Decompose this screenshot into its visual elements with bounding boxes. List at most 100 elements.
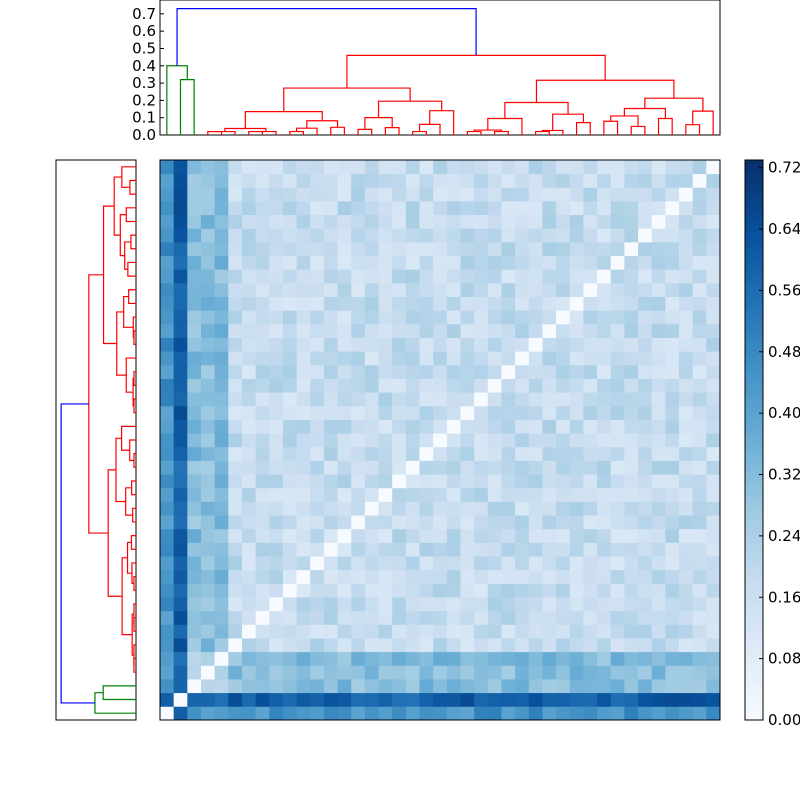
heatmap-cell — [460, 446, 475, 461]
heatmap-cell — [323, 323, 338, 338]
heatmap-cell — [487, 364, 502, 379]
heatmap-cell — [269, 556, 284, 571]
heatmap-cell — [241, 378, 257, 393]
colorbar-segment — [745, 603, 763, 609]
heatmap-cell — [556, 241, 571, 257]
heatmap-cell — [638, 310, 653, 325]
heatmap-cell — [556, 337, 571, 352]
heatmap-cell — [474, 337, 489, 352]
heatmap-cell — [241, 282, 257, 297]
heatmap-cell — [228, 624, 243, 639]
heatmap-cell — [474, 419, 489, 434]
heatmap-cell — [200, 187, 216, 202]
heatmap-cell — [433, 651, 448, 666]
heatmap-cell — [679, 255, 694, 270]
heatmap-cell — [556, 269, 571, 284]
heatmap-cell — [160, 679, 175, 694]
heatmap-cell — [501, 269, 516, 284]
heatmap-cell — [351, 474, 366, 489]
heatmap-cell — [323, 214, 338, 229]
heatmap-cell — [160, 241, 175, 257]
heatmap-cell — [542, 433, 557, 448]
heatmap-cell — [337, 460, 352, 475]
heatmap-cell — [528, 638, 543, 653]
heatmap-cell — [528, 679, 543, 694]
heatmap-cell — [624, 187, 639, 202]
heatmap-cell — [228, 419, 243, 434]
colorbar-segment — [745, 589, 763, 595]
heatmap-cell — [665, 597, 680, 612]
heatmap-cell — [323, 528, 338, 543]
heatmap-cell — [638, 351, 653, 366]
heatmap-cell — [528, 378, 543, 393]
heatmap-cell — [610, 200, 625, 216]
heatmap-cell — [569, 665, 584, 680]
heatmap-cell — [624, 679, 639, 694]
heatmap-cell — [296, 528, 311, 543]
heatmap-cell — [651, 556, 666, 571]
heatmap-cell — [624, 419, 639, 434]
heatmap-cell — [255, 405, 270, 420]
heatmap-cell — [282, 501, 297, 516]
heatmap-cell — [351, 241, 366, 257]
heatmap-cell — [679, 433, 694, 448]
heatmap-cell — [378, 515, 393, 530]
colorbar-segment — [745, 230, 763, 236]
heatmap-cell — [692, 405, 707, 420]
heatmap-cell — [501, 692, 516, 707]
heatmap-cell — [310, 296, 325, 311]
heatmap-cell — [323, 638, 338, 653]
heatmap-cell — [228, 282, 243, 297]
colorbar-segment — [745, 449, 763, 455]
heatmap-cell — [651, 583, 666, 598]
heatmap-cell — [187, 556, 202, 571]
heatmap-cell — [187, 515, 202, 530]
heatmap-cell — [487, 241, 502, 257]
heatmap-cell — [269, 638, 284, 653]
heatmap-cell — [282, 364, 297, 379]
heatmap-cell — [200, 474, 216, 489]
heatmap-cell — [446, 405, 461, 420]
heatmap-cell — [255, 419, 270, 434]
heatmap-cell — [610, 651, 625, 666]
colorbar-segment — [745, 631, 763, 637]
heatmap-cell — [392, 187, 407, 202]
heatmap-cell — [583, 269, 598, 284]
heatmap-cell — [433, 487, 448, 502]
heatmap-cell — [310, 610, 325, 625]
heatmap-cell — [310, 419, 325, 434]
heatmap-cell — [487, 556, 502, 571]
colorbar-segment — [745, 370, 763, 376]
heatmap-cell — [446, 228, 461, 243]
heatmap-cell — [638, 638, 653, 653]
heatmap-cell — [392, 474, 407, 489]
heatmap-cell — [405, 160, 420, 175]
heatmap-cell — [610, 610, 625, 625]
heatmap-cell — [228, 460, 243, 475]
heatmap-cell — [405, 378, 420, 393]
heatmap-cell — [638, 255, 653, 270]
heatmap-cell — [323, 392, 338, 407]
heatmap-cell — [323, 583, 338, 598]
heatmap-cell — [446, 310, 461, 325]
top-dendrogram-tick-label: 0.4 — [132, 57, 156, 75]
heatmap-cell — [433, 446, 448, 461]
heatmap-cell — [651, 446, 666, 461]
heatmap-cell — [392, 528, 407, 543]
colorbar-segment — [745, 626, 763, 632]
heatmap-cell — [692, 200, 707, 216]
colorbar-segment — [745, 384, 763, 390]
heatmap-cell — [638, 337, 653, 352]
heatmap-cell — [556, 542, 571, 557]
heatmap-cell — [474, 282, 489, 297]
heatmap-cell — [433, 610, 448, 625]
heatmap-cell — [228, 597, 243, 612]
heatmap-cell — [501, 160, 516, 175]
heatmap-cell — [638, 597, 653, 612]
heatmap-cell — [173, 651, 188, 666]
heatmap-cell — [160, 378, 175, 393]
heatmap-cell — [638, 405, 653, 420]
heatmap-cell — [665, 501, 680, 516]
heatmap-cell — [173, 323, 188, 338]
heatmap-cell — [460, 351, 475, 366]
